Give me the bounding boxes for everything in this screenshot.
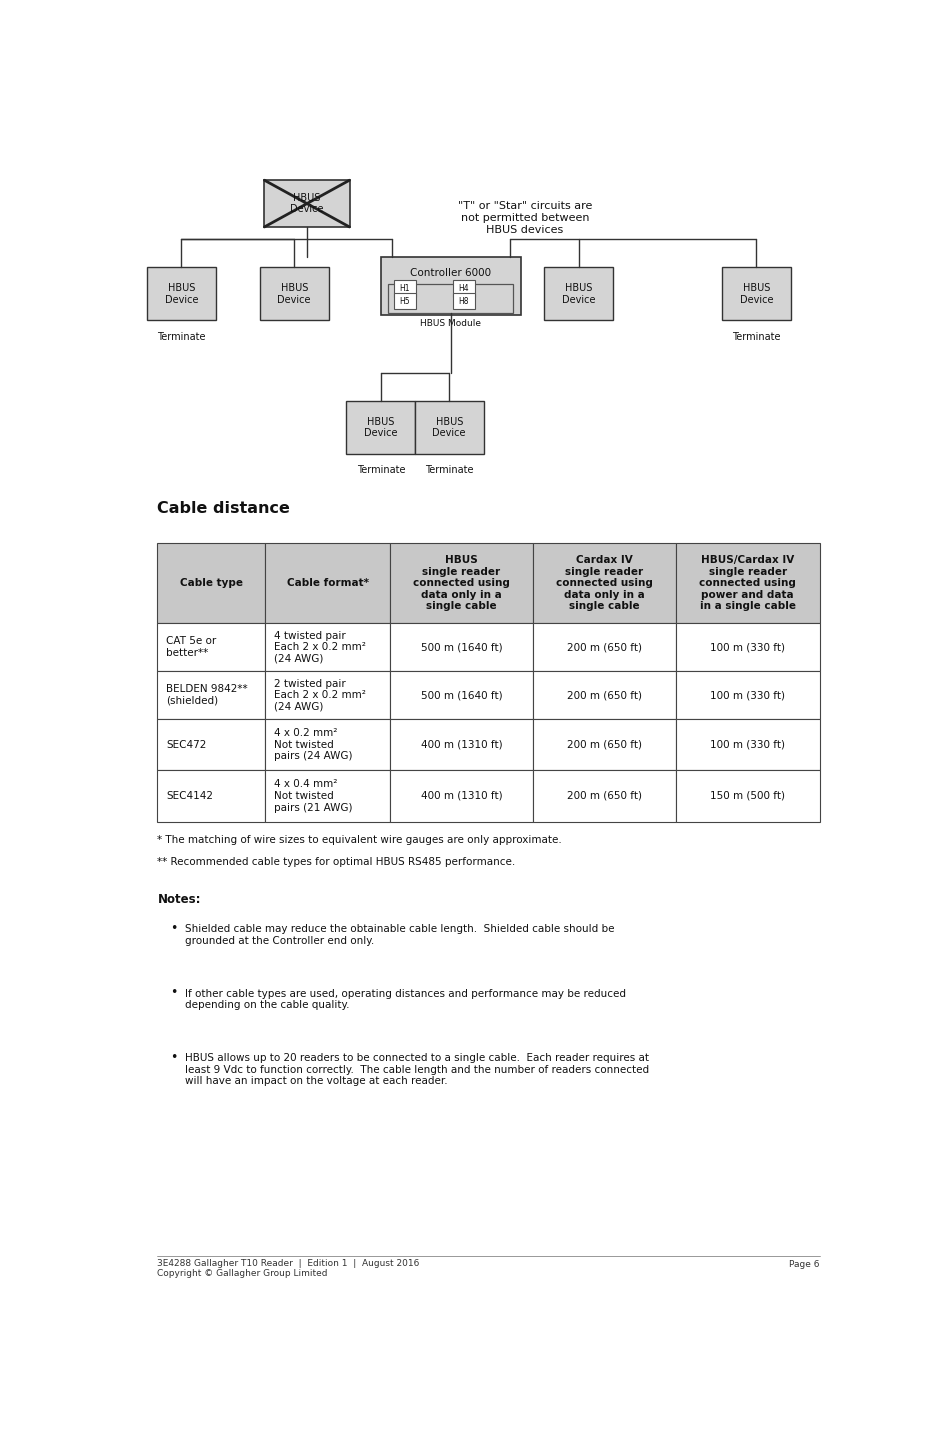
Bar bbox=[390, 623, 533, 671]
Text: Cardax IV
single reader
connected using
data only in a
single cable: Cardax IV single reader connected using … bbox=[556, 555, 653, 612]
Text: 200 m (650 ft): 200 m (650 ft) bbox=[567, 642, 642, 652]
Bar bbox=[676, 671, 820, 719]
Text: Copyright © Gallagher Group Limited: Copyright © Gallagher Group Limited bbox=[158, 1270, 328, 1278]
Text: H8: H8 bbox=[458, 296, 469, 305]
Bar bbox=[394, 281, 416, 296]
Bar bbox=[722, 268, 791, 321]
Bar bbox=[390, 544, 533, 623]
Text: If other cable types are used, operating distances and performance may be reduce: If other cable types are used, operating… bbox=[185, 989, 626, 1011]
Bar bbox=[260, 268, 329, 321]
Text: 4 x 0.4 mm²
Not twisted
pairs (21 AWG): 4 x 0.4 mm² Not twisted pairs (21 AWG) bbox=[274, 779, 352, 813]
Bar bbox=[266, 771, 390, 821]
Text: SEC4142: SEC4142 bbox=[166, 791, 213, 801]
Text: HBUS/Cardax IV
single reader
connected using
power and data
in a single cable: HBUS/Cardax IV single reader connected u… bbox=[700, 555, 796, 612]
Text: 4 twisted pair
Each 2 x 0.2 mm²
(24 AWG): 4 twisted pair Each 2 x 0.2 mm² (24 AWG) bbox=[274, 630, 366, 664]
Text: HBUS
Device: HBUS Device bbox=[740, 283, 773, 305]
Bar bbox=[453, 281, 475, 296]
Bar bbox=[388, 283, 514, 312]
Text: HBUS
Device: HBUS Device bbox=[290, 192, 324, 214]
Text: SEC472: SEC472 bbox=[166, 740, 207, 749]
Text: CAT 5e or
better**: CAT 5e or better** bbox=[166, 636, 216, 658]
Text: * The matching of wire sizes to equivalent wire gauges are only approximate.: * The matching of wire sizes to equivale… bbox=[158, 834, 562, 844]
Text: H5: H5 bbox=[399, 296, 410, 305]
Bar bbox=[533, 771, 676, 821]
Text: Terminate: Terminate bbox=[425, 466, 473, 476]
Text: 150 m (500 ft): 150 m (500 ft) bbox=[710, 791, 785, 801]
Text: 4 x 0.2 mm²
Not twisted
pairs (24 AWG): 4 x 0.2 mm² Not twisted pairs (24 AWG) bbox=[274, 729, 352, 761]
Bar bbox=[676, 623, 820, 671]
Bar bbox=[390, 771, 533, 821]
Bar bbox=[676, 719, 820, 771]
Text: Terminate: Terminate bbox=[157, 331, 206, 341]
Text: HBUS
single reader
connected using
data only in a
single cable: HBUS single reader connected using data … bbox=[413, 555, 510, 612]
Text: Notes:: Notes: bbox=[158, 892, 201, 905]
Text: Terminate: Terminate bbox=[732, 331, 780, 341]
Text: 500 m (1640 ft): 500 m (1640 ft) bbox=[421, 642, 502, 652]
Text: HBUS allows up to 20 readers to be connected to a single cable.  Each reader req: HBUS allows up to 20 readers to be conne… bbox=[185, 1053, 649, 1086]
Text: •: • bbox=[170, 1051, 177, 1064]
Text: •: • bbox=[170, 921, 177, 934]
Text: HBUS
Device: HBUS Device bbox=[364, 416, 397, 438]
Bar bbox=[533, 719, 676, 771]
Bar bbox=[394, 292, 416, 309]
Text: HBUS
Device: HBUS Device bbox=[277, 283, 311, 305]
Text: BELDEN 9842**
(shielded): BELDEN 9842** (shielded) bbox=[166, 684, 248, 706]
Text: Shielded cable may reduce the obtainable cable length.  Shielded cable should be: Shielded cable may reduce the obtainable… bbox=[185, 924, 614, 946]
Bar bbox=[533, 544, 676, 623]
Text: HBUS Module: HBUS Module bbox=[420, 320, 481, 328]
Text: HBUS
Device: HBUS Device bbox=[562, 283, 595, 305]
Bar bbox=[158, 623, 266, 671]
Bar bbox=[266, 719, 390, 771]
Bar bbox=[158, 671, 266, 719]
Text: 100 m (330 ft): 100 m (330 ft) bbox=[710, 642, 785, 652]
Text: 3E4288 Gallagher T10 Reader  |  Edition 1  |  August 2016: 3E4288 Gallagher T10 Reader | Edition 1 … bbox=[158, 1259, 420, 1268]
Bar bbox=[545, 268, 613, 321]
Bar bbox=[346, 401, 415, 454]
Text: Cable type: Cable type bbox=[180, 578, 243, 589]
Bar bbox=[676, 771, 820, 821]
Bar bbox=[158, 719, 266, 771]
Bar bbox=[676, 544, 820, 623]
Text: 200 m (650 ft): 200 m (650 ft) bbox=[567, 791, 642, 801]
Text: HBUS
Device: HBUS Device bbox=[433, 416, 466, 438]
Bar bbox=[390, 719, 533, 771]
Bar bbox=[533, 623, 676, 671]
Text: 2 twisted pair
Each 2 x 0.2 mm²
(24 AWG): 2 twisted pair Each 2 x 0.2 mm² (24 AWG) bbox=[274, 678, 366, 711]
Bar bbox=[266, 671, 390, 719]
Text: 500 m (1640 ft): 500 m (1640 ft) bbox=[421, 690, 502, 700]
Bar bbox=[533, 671, 676, 719]
Text: H1: H1 bbox=[400, 283, 410, 294]
Text: 200 m (650 ft): 200 m (650 ft) bbox=[567, 690, 642, 700]
Text: HBUS
Device: HBUS Device bbox=[164, 283, 198, 305]
Text: 400 m (1310 ft): 400 m (1310 ft) bbox=[421, 740, 502, 749]
Bar bbox=[265, 181, 349, 227]
Text: Terminate: Terminate bbox=[357, 466, 405, 476]
Bar bbox=[415, 401, 484, 454]
Bar bbox=[146, 268, 216, 321]
Text: Page 6: Page 6 bbox=[789, 1259, 820, 1270]
Bar bbox=[453, 292, 475, 309]
Bar bbox=[266, 544, 390, 623]
Bar bbox=[158, 771, 266, 821]
Text: H4: H4 bbox=[458, 283, 470, 294]
Text: "T" or "Star" circuits are
not permitted between
HBUS devices: "T" or "Star" circuits are not permitted… bbox=[457, 201, 593, 234]
Text: 100 m (330 ft): 100 m (330 ft) bbox=[710, 690, 785, 700]
Text: ** Recommended cable types for optimal HBUS RS485 performance.: ** Recommended cable types for optimal H… bbox=[158, 857, 516, 868]
Bar bbox=[390, 671, 533, 719]
Text: 100 m (330 ft): 100 m (330 ft) bbox=[710, 740, 785, 749]
Bar bbox=[381, 257, 520, 315]
Text: 200 m (650 ft): 200 m (650 ft) bbox=[567, 740, 642, 749]
Bar bbox=[158, 544, 266, 623]
Text: •: • bbox=[170, 986, 177, 999]
Text: 400 m (1310 ft): 400 m (1310 ft) bbox=[421, 791, 502, 801]
Text: Cable distance: Cable distance bbox=[158, 500, 290, 516]
Text: Controller 6000: Controller 6000 bbox=[410, 269, 491, 278]
Bar bbox=[266, 623, 390, 671]
Text: Cable format*: Cable format* bbox=[286, 578, 369, 589]
